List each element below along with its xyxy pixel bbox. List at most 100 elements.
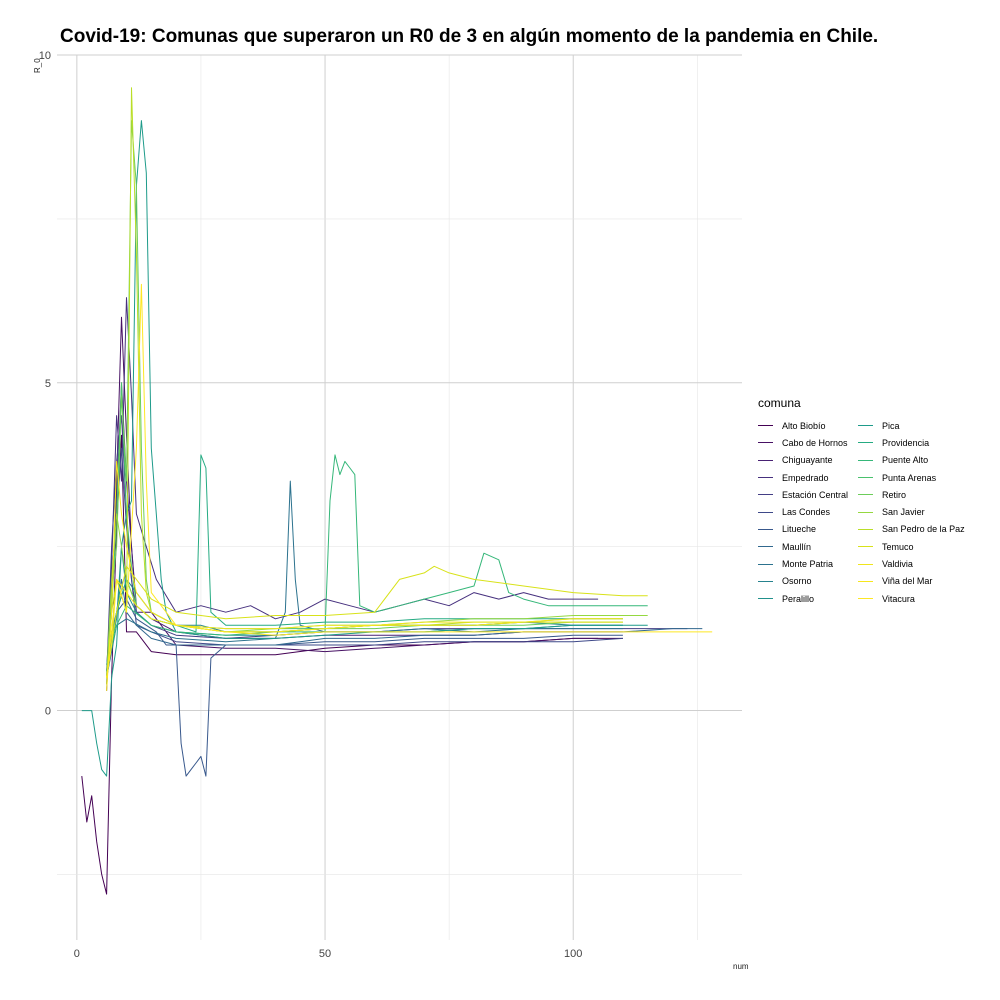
legend-item: Las Condes: [758, 503, 848, 520]
legend: comuna Alto Biobío Cabo de Hornos Chiguaya…: [758, 396, 965, 607]
legend-item: Chiguayante: [758, 452, 848, 469]
legend-key-line: [758, 459, 773, 461]
legend-item: Empedrado: [758, 469, 848, 486]
legend-key-line: [758, 580, 773, 582]
legend-key-line: [758, 563, 773, 565]
legend-key-line: [758, 598, 773, 600]
series-line: [106, 120, 623, 678]
legend-key-line: [758, 528, 773, 530]
legend-key-line: [858, 425, 874, 427]
legend-item: Vitacura: [858, 590, 965, 607]
legend-item: Retiro: [858, 486, 965, 503]
chart-title: Covid-19: Comunas que superaron un R0 de…: [60, 26, 879, 47]
x-tick-label: 0: [74, 948, 80, 960]
legend-label: Providencia: [882, 437, 930, 448]
legend-label: Empedrado: [782, 472, 829, 483]
legend-label: Peralillo: [782, 593, 815, 604]
series-line: [106, 454, 648, 672]
legend-item: Valdivia: [858, 555, 965, 572]
legend-key-line: [758, 546, 773, 548]
legend-key-line: [758, 511, 773, 513]
legend-key-line: [758, 442, 773, 444]
legend-label: Retiro: [882, 489, 907, 500]
series-line: [106, 87, 623, 685]
legend-key-line: [858, 442, 874, 444]
legend-item: Peralillo: [758, 590, 848, 607]
legend-label: Temuco: [882, 541, 914, 552]
legend-label: Puente Alto: [882, 455, 929, 466]
legend-item: Litueche: [758, 521, 848, 538]
series-line: [106, 447, 623, 672]
series-line: [106, 598, 623, 777]
legend-label: Valdivia: [882, 559, 913, 570]
legend-item: San Javier: [858, 503, 965, 520]
series-line: [81, 434, 623, 895]
series-line: [106, 316, 599, 678]
legend-column: Pica Providencia Puente Alto Punta Arenas Re…: [858, 417, 965, 607]
legend-label: Maullín: [782, 541, 812, 552]
series-line: [106, 546, 623, 678]
legend-item: Viña del Mar: [858, 573, 965, 590]
legend-item: Cabo de Hornos: [758, 434, 848, 451]
x-tick-label: 100: [564, 948, 582, 960]
legend-key-line: [858, 598, 874, 600]
legend-label: Viña del Mar: [882, 576, 933, 587]
legend-item: Puente Alto: [858, 452, 965, 469]
legend-key-line: [858, 563, 874, 565]
legend-label: Litueche: [782, 524, 817, 535]
y-axis-label: R_0: [33, 58, 42, 73]
legend-item: Estación Central: [758, 486, 848, 503]
series-line: [106, 578, 623, 678]
series-line: [106, 513, 648, 678]
series-line: [106, 480, 623, 678]
legend-item: Providencia: [858, 434, 965, 451]
legend-columns: Alto Biobío Cabo de Hornos Chiguayante Empe…: [758, 417, 965, 607]
y-tick-label: 0: [45, 706, 51, 718]
series-line: [81, 120, 648, 777]
legend-key-line: [858, 511, 874, 513]
legend-key-line: [858, 494, 874, 496]
legend-label: Chiguayante: [782, 455, 833, 466]
legend-label: Estación Central: [782, 489, 849, 500]
legend-title: comuna: [758, 396, 801, 410]
legend-item: Monte Patria: [758, 555, 848, 572]
legend-key-line: [858, 580, 874, 582]
legend-column: Alto Biobío Cabo de Hornos Chiguayante Empe…: [758, 417, 848, 607]
legend-label: Vitacura: [882, 593, 915, 604]
legend-key-line: [758, 494, 773, 496]
y-tick-label: 10: [39, 50, 51, 62]
legend-key-line: [858, 528, 874, 530]
legend-item: Punta Arenas: [858, 469, 965, 486]
legend-item: Maullín: [758, 538, 848, 555]
plot-grid: [57, 54, 742, 940]
x-tick-label: 50: [319, 948, 331, 960]
legend-item: San Pedro de la Paz: [858, 521, 965, 538]
legend-key-line: [858, 477, 874, 479]
legend-key-line: [758, 477, 773, 479]
series-line: [106, 565, 648, 678]
x-axis-label: num: [733, 962, 749, 971]
axis-ticks: 0 50 100 0 5 10: [39, 50, 583, 960]
legend-key-line: [858, 546, 874, 548]
legend-item: Temuco: [858, 538, 965, 555]
legend-item: Alto Biobío: [758, 417, 848, 434]
series-line: [106, 460, 623, 691]
legend-label: Monte Patria: [782, 559, 834, 570]
legend-label: Punta Arenas: [882, 472, 937, 483]
legend-key-line: [858, 459, 874, 461]
legend-key-line: [758, 425, 773, 427]
legend-item: Osorno: [758, 573, 848, 590]
series-lines: [81, 87, 713, 895]
legend-label: Las Condes: [782, 507, 831, 518]
legend-item: Pica: [858, 417, 965, 434]
series-line: [106, 283, 713, 678]
legend-label: San Pedro de la Paz: [882, 524, 965, 535]
y-tick-label: 5: [45, 378, 51, 390]
series-line: [106, 382, 623, 678]
legend-label: San Javier: [882, 507, 925, 518]
legend-label: Pica: [882, 420, 900, 431]
legend-label: Alto Biobío: [782, 420, 826, 431]
legend-label: Cabo de Hornos: [782, 437, 848, 448]
legend-label: Osorno: [782, 576, 812, 587]
